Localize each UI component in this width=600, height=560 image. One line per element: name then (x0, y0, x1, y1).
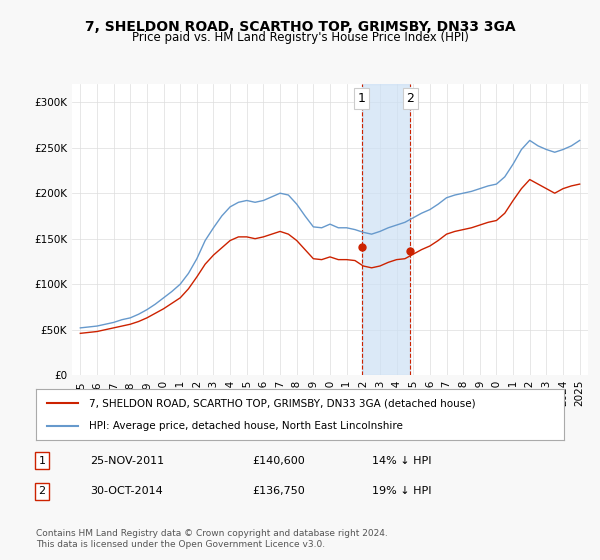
Text: HPI: Average price, detached house, North East Lincolnshire: HPI: Average price, detached house, Nort… (89, 421, 403, 431)
Text: 2: 2 (38, 487, 46, 496)
Text: 19% ↓ HPI: 19% ↓ HPI (372, 487, 431, 496)
Text: £140,600: £140,600 (252, 456, 305, 465)
Text: 14% ↓ HPI: 14% ↓ HPI (372, 456, 431, 465)
Text: 2: 2 (406, 92, 415, 105)
Text: Contains HM Land Registry data © Crown copyright and database right 2024.
This d: Contains HM Land Registry data © Crown c… (36, 529, 388, 549)
Text: 25-NOV-2011: 25-NOV-2011 (90, 456, 164, 465)
Text: 1: 1 (358, 92, 365, 105)
Text: £136,750: £136,750 (252, 487, 305, 496)
Text: 7, SHELDON ROAD, SCARTHO TOP, GRIMSBY, DN33 3GA (detached house): 7, SHELDON ROAD, SCARTHO TOP, GRIMSBY, D… (89, 398, 475, 408)
Text: 1: 1 (38, 456, 46, 465)
Text: 7, SHELDON ROAD, SCARTHO TOP, GRIMSBY, DN33 3GA: 7, SHELDON ROAD, SCARTHO TOP, GRIMSBY, D… (85, 20, 515, 34)
Text: 30-OCT-2014: 30-OCT-2014 (90, 487, 163, 496)
Bar (362, 84, 410, 375)
Text: Price paid vs. HM Land Registry's House Price Index (HPI): Price paid vs. HM Land Registry's House … (131, 31, 469, 44)
